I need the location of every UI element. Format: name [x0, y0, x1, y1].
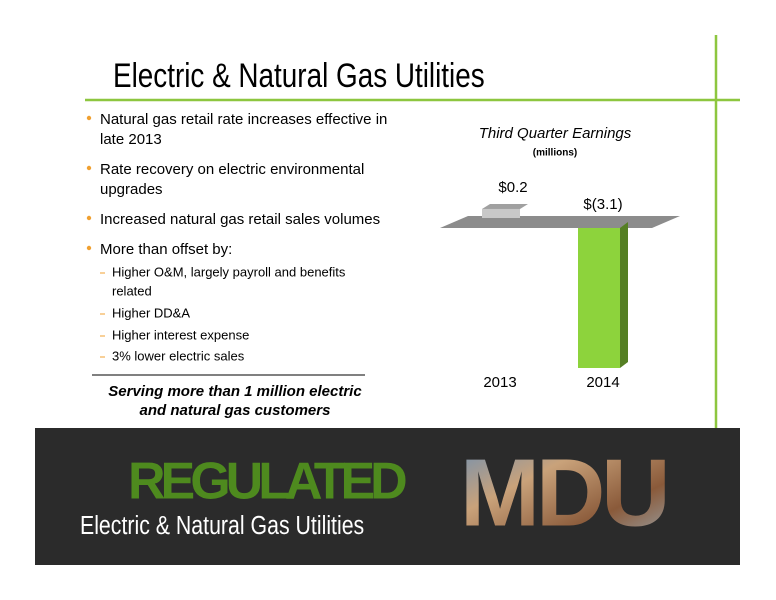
bar — [482, 208, 520, 218]
value-label: $0.2 — [498, 179, 527, 196]
tagline: and natural gas customers — [140, 402, 331, 419]
banner — [35, 428, 740, 565]
x-tick-label: 2013 — [483, 374, 516, 391]
banner-headline: REGULATED — [128, 453, 406, 511]
sub-bullet-text: Higher DD&A — [112, 305, 190, 320]
banner-subtitle: Electric & Natural Gas Utilities — [80, 511, 364, 541]
bar — [578, 228, 620, 368]
bullet-dot — [86, 245, 92, 251]
bullet-text: Increased natural gas retail sales volum… — [100, 211, 380, 228]
chart-floor — [440, 216, 680, 228]
bullet-text: upgrades — [100, 181, 163, 198]
bullet-text: late 2013 — [100, 131, 162, 148]
bullet-dot — [86, 115, 92, 121]
sub-bullet-text: 3% lower electric sales — [112, 348, 245, 363]
bullet-text: More than offset by: — [100, 241, 232, 258]
sub-bullet-text: Higher O&M, largely payroll and benefits — [112, 264, 346, 279]
slide-title: Electric & Natural Gas Utilities — [113, 56, 485, 94]
bullet-text: Rate recovery on electric environmental — [100, 161, 364, 178]
bullet-dot — [86, 165, 92, 171]
chart-subtitle: (millions) — [533, 148, 577, 159]
logo: MDU — [460, 439, 667, 546]
bar-top — [482, 203, 528, 209]
chart-title: Third Quarter Earnings — [479, 125, 632, 142]
value-label: $(3.1) — [583, 196, 622, 213]
sub-bullet-text: Higher interest expense — [112, 327, 249, 342]
x-tick-label: 2014 — [586, 374, 619, 391]
sub-bullet-text: related — [112, 283, 152, 298]
bar-side — [620, 222, 628, 368]
tagline: Serving more than 1 million electric — [108, 383, 362, 400]
bullet-text: Natural gas retail rate increases effect… — [100, 111, 387, 128]
bullet-dot — [86, 215, 92, 221]
